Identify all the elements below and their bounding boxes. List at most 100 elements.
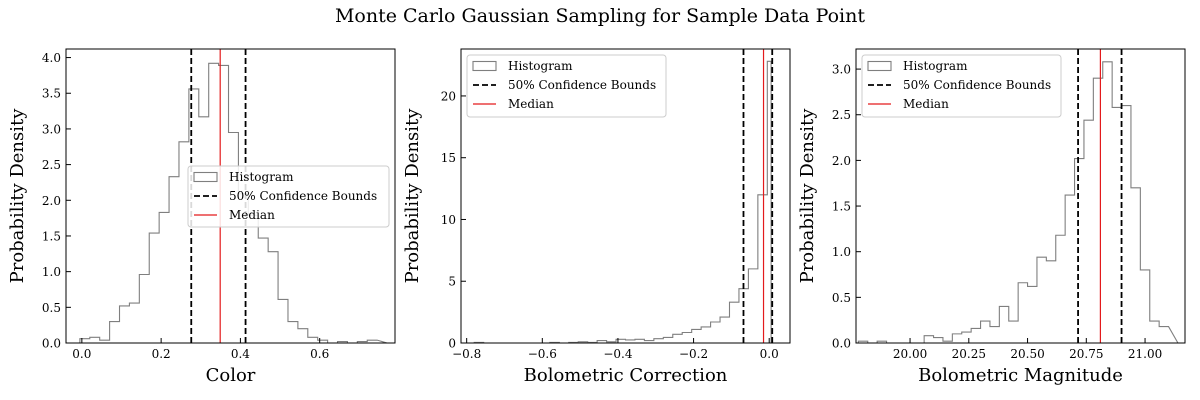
panel-2: −0.8 −0.6 −0.4 −0.2 0.0 0 5 10 15 20 Bolometric Co… [402, 48, 791, 386]
y-tick-label: 2.0 [832, 154, 851, 168]
y-tick-label: 5 [448, 275, 456, 289]
histogram-bar [729, 302, 738, 343]
histogram-bar [1046, 261, 1055, 343]
histogram-bar [663, 337, 672, 343]
histogram-bar [682, 333, 691, 344]
histogram-bar [139, 274, 149, 343]
y-tick-label: 2.5 [832, 108, 851, 122]
y-tick-label: 1.0 [42, 265, 61, 279]
x-axis-label: Bolometric Magnitude [918, 365, 1123, 386]
histogram-bar [1150, 321, 1159, 343]
legend-box [861, 54, 1062, 118]
y-tick-label: 3.0 [832, 63, 851, 77]
y-tick-label: 0.0 [832, 337, 851, 351]
legend-label: Median [229, 208, 275, 222]
x-tick-label: −0.2 [679, 347, 708, 361]
legend-histogram-swatch [867, 60, 892, 72]
histogram-bar [1056, 235, 1065, 343]
histogram-bar [999, 306, 1008, 343]
x-tick-label: 20.75 [1069, 347, 1103, 361]
x-tick-label: −0.4 [603, 347, 633, 361]
x-tick-label: 0.2 [152, 347, 171, 361]
panel-1: 0.0 0.2 0.4 0.6 0.0 0.5 1.0 1.5 2.0 2.5 3.0 3.5 4.0 C… [7, 48, 396, 386]
legend-box [466, 54, 667, 118]
y-tick-label: 1.5 [832, 200, 851, 214]
histogram-bar [159, 212, 169, 343]
y-tick-label: 0.0 [42, 337, 61, 351]
histogram-bar [962, 332, 971, 343]
x-tick-label: 0.6 [310, 347, 329, 361]
panel-2-legend: Histogram 50% Confidence Bounds Median [466, 54, 667, 118]
x-tick-label: 0.4 [231, 347, 250, 361]
legend-histogram-swatch [193, 171, 218, 183]
panel-1-legend: Histogram 50% Confidence Bounds Median [187, 165, 390, 228]
panel-3: 20.00 20.25 20.50 20.75 21.00 0.0 0.5 1.0 1.5 2.0… [797, 48, 1186, 386]
figure-title: Monte Carlo Gaussian Sampling for Sample… [334, 5, 866, 27]
histogram-bar [229, 132, 239, 343]
histogram-bar [248, 215, 258, 343]
legend-label: 50% Confidence Bounds [229, 189, 377, 203]
panel-3-plot-area [857, 49, 1179, 343]
histogram-bar [1075, 159, 1084, 343]
y-tick-label: 10 [441, 213, 456, 227]
y-axis-label: Probability Density [797, 108, 818, 284]
histogram-bar [981, 321, 990, 343]
y-tick-label: 0.5 [42, 301, 61, 315]
histogram-bar [110, 322, 120, 343]
x-tick-label: −0.6 [528, 347, 557, 361]
x-tick-label: 20.00 [893, 347, 927, 361]
legend-label: 50% Confidence Bounds [903, 78, 1051, 92]
legend-label: Histogram [508, 59, 573, 73]
histogram-outline [473, 60, 772, 343]
histogram-bar [720, 317, 729, 343]
histogram-bar [635, 339, 644, 343]
histogram-bar [288, 322, 298, 343]
histogram-bar [1028, 286, 1037, 343]
histogram-bar [169, 177, 179, 343]
histogram-bar [149, 233, 159, 343]
histogram-bar [179, 142, 189, 343]
histogram-bar [199, 117, 209, 343]
x-tick-label: −0.8 [452, 347, 481, 361]
y-axis-label: Probability Density [7, 108, 28, 284]
legend-label: Median [903, 97, 949, 111]
y-tick-label: 20 [441, 89, 456, 103]
y-tick-label: 15 [441, 151, 456, 165]
y-tick-label: 2.5 [42, 158, 61, 172]
histogram-bar [711, 322, 720, 343]
histogram-bar [758, 195, 767, 343]
histogram-bar [654, 339, 663, 343]
histogram-bar [1122, 106, 1131, 343]
x-tick-label: 21.00 [1128, 347, 1162, 361]
histogram-bar [934, 338, 943, 343]
histogram-bar [701, 327, 710, 343]
x-axis-label: Color [206, 365, 256, 386]
histogram-bar [924, 336, 933, 343]
histogram-bar [1037, 257, 1046, 343]
histogram-bar [990, 327, 999, 343]
histogram-bar [1131, 188, 1140, 343]
histogram-bar [952, 334, 961, 343]
x-tick-label: 0.0 [72, 347, 91, 361]
histogram-bar [129, 303, 139, 343]
y-axis-label: Probability Density [402, 108, 423, 284]
histogram-bar [1018, 283, 1027, 343]
histogram-bar [748, 269, 757, 343]
panel-2-plot-area [473, 49, 774, 344]
histogram-bar [1084, 120, 1093, 343]
legend-label: Histogram [903, 59, 968, 73]
x-tick-label: 20.50 [1010, 347, 1044, 361]
histogram-bar [971, 328, 980, 343]
y-tick-label: 0 [448, 337, 456, 351]
legend-histogram-swatch [472, 60, 497, 72]
histogram-bar [673, 334, 682, 343]
y-tick-label: 3.0 [42, 122, 61, 136]
histogram-bar [308, 337, 318, 343]
x-tick-label: 0.0 [760, 347, 779, 361]
y-tick-label: 3.5 [42, 87, 61, 101]
x-tick-label: 20.25 [952, 347, 986, 361]
panel-3-legend: Histogram 50% Confidence Bounds Median [861, 54, 1062, 118]
x-axis-label: Bolometric Correction [524, 365, 728, 386]
panel-1-axes-frame [65, 48, 396, 344]
